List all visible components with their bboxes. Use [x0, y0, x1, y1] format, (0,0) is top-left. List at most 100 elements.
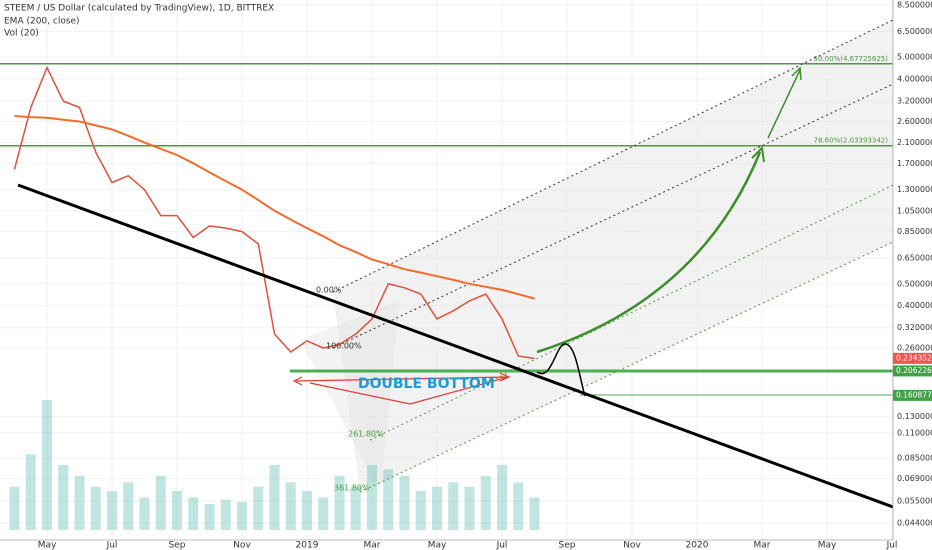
y-tick-label: 0.26000000 [897, 344, 932, 353]
trend-line [17, 183, 894, 509]
x-tick-label: Sep [559, 541, 576, 550]
price-badge [893, 352, 932, 364]
x-tick-label: Mar [754, 541, 771, 550]
projection-arrow [536, 151, 762, 354]
y-tick-label: 1.70000000 [897, 159, 932, 168]
levels-layer: 50.00%(4.67725625) 78.60%(2.03393342) [0, 55, 893, 147]
volume-bar [9, 486, 20, 530]
fib-channel-fill [333, 20, 893, 492]
y-tick-label: 0.05500000 [897, 496, 932, 505]
volume-bar [42, 400, 52, 530]
x-tick-label: Nov [623, 541, 641, 550]
fib-label: 361.80% [334, 484, 370, 493]
volume-bar [237, 501, 247, 530]
volume-bar [107, 491, 117, 530]
x-tick-label: Nov [233, 541, 251, 550]
chart-title: STEEM / US Dollar (calculated by Trading… [4, 4, 274, 14]
price-badge-label: 0.20622659 [896, 366, 932, 375]
x-tick-label: Jul [886, 541, 898, 550]
y-tick-label: 1.05000000 [897, 206, 932, 215]
volume-bar [367, 465, 377, 530]
volume-bar [269, 465, 280, 530]
scenario-curve [536, 343, 586, 397]
y-tick-label: 0.08500000 [897, 454, 932, 463]
fib-level-label: 78.60%(2.03393342) [814, 137, 889, 145]
y-tick-label: 0.32000000 [897, 323, 932, 332]
y-tick-label: 4.00000000 [897, 75, 932, 84]
y-tick-label: 6.50000000 [897, 27, 932, 36]
y-tick-label: 0.04400000 [897, 518, 932, 527]
series-line [13, 65, 535, 360]
volume-bar [432, 486, 442, 530]
volume-bar [58, 465, 69, 530]
fib-line [359, 241, 894, 493]
volume-bar [513, 482, 524, 530]
axes-layer: 8.50000000 6.50000000 5.00000000 4.00000000… [38, 0, 932, 550]
x-tick-label: Jul [106, 541, 118, 550]
x-tick-label: Sep [169, 541, 186, 550]
y-tick-label: 8.50000000 [897, 0, 932, 9]
volume-bar [383, 469, 394, 530]
volume-bar [25, 454, 36, 530]
y-tick-label: 3.20000000 [897, 97, 932, 106]
volume-bar [399, 475, 410, 530]
fib-line [332, 19, 894, 293]
volume-bar [497, 465, 507, 530]
x-tick-label: May [818, 541, 837, 550]
volume-bar [302, 491, 312, 530]
fib-level-label: 50.00%(4.67725625) [814, 55, 889, 63]
price-badge [893, 389, 932, 401]
fib-line [369, 184, 894, 441]
price-badge-label: 0.16087777 [896, 390, 932, 399]
y-tick-label: 0.06900000 [897, 474, 932, 483]
y-tick-label: 0.40000000 [897, 301, 932, 310]
price-badge [893, 365, 932, 377]
volume-bar [334, 475, 345, 530]
x-tick-label: Mar [364, 541, 381, 550]
x-tick-label: Jul [496, 541, 508, 550]
volume-bar [448, 482, 459, 530]
volume-bar [188, 497, 199, 530]
x-tick-label: 2020 [686, 541, 709, 550]
projection-arrow [767, 69, 801, 139]
price-badge-label: 0.23435282 [896, 353, 932, 362]
y-tick-label: 1.30000000 [897, 185, 932, 194]
x-tick-label: May [428, 541, 447, 550]
volume-bar [220, 499, 231, 530]
series-layer [13, 65, 535, 360]
volume-bar [318, 497, 329, 530]
double-bottom-label: DOUBLE BOTTOM [358, 376, 495, 392]
volume-layer [9, 400, 540, 530]
indicator-label: Vol (20) [4, 29, 39, 39]
volume-bar [480, 475, 491, 530]
volume-bar [90, 486, 101, 530]
y-tick-label: 0.85000000 [897, 227, 932, 236]
y-tick-label: 5.00000000 [897, 53, 932, 62]
indicator-label: EMA (200, close) [4, 17, 80, 27]
volume-bar [74, 475, 85, 530]
volume-bar [529, 497, 540, 530]
volume-bar [155, 475, 166, 530]
series-line [14, 115, 535, 300]
volume-bar [464, 486, 475, 530]
double-bottom-arrows [295, 376, 509, 405]
arrow-head [292, 372, 511, 386]
y-tick-label: 0.65000000 [897, 253, 932, 262]
volume-bar [285, 482, 296, 530]
y-tick-label: 0.50000000 [897, 279, 932, 288]
volume-bar [139, 497, 150, 530]
y-tick-label: 2.60000000 [897, 117, 932, 126]
volume-bar [172, 491, 182, 530]
arrow-head [791, 66, 802, 81]
fib-label: 0.00% [316, 286, 342, 295]
fib-label: 100.00% [326, 342, 362, 351]
volume-bar [204, 504, 215, 530]
volume-bar [415, 491, 426, 530]
x-tick-label: 2019 [296, 541, 319, 550]
fib-line [332, 83, 894, 349]
arrow-head [751, 145, 765, 163]
y-tick-label: 0.13000000 [897, 412, 932, 421]
y-tick-label: 2.10000000 [897, 138, 932, 147]
volume-bar [350, 486, 361, 530]
